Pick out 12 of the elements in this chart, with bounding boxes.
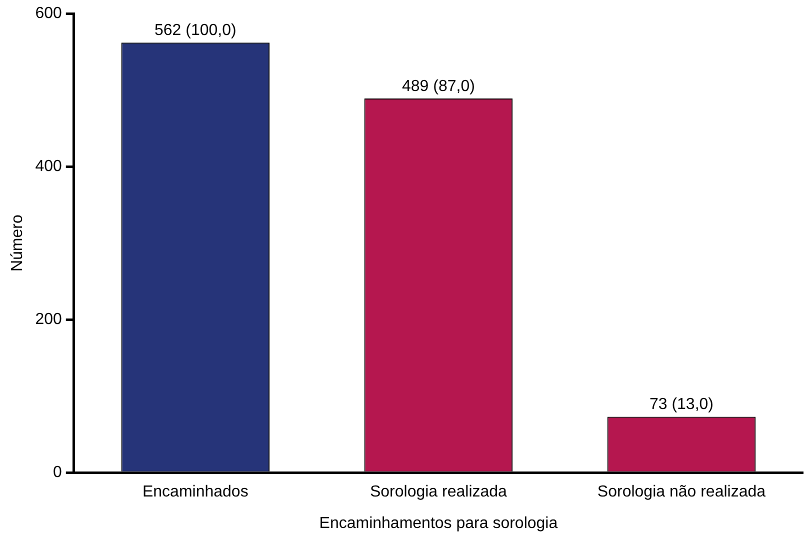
y-tick-label: 200 [35,311,62,328]
x-tick-label: Encaminhados [142,484,248,501]
data-label: 562 (100,0) [154,22,236,40]
y-tick-label: 600 [35,5,62,22]
x-axis-title: Encaminhamentos para sorologia [319,514,558,532]
x-tick-label: Sorologia não realizada [597,484,766,501]
x-tick-label: Sorologia realizada [370,484,508,501]
y-tick-label: 400 [35,158,62,176]
data-label: 489 (87,0) [402,78,475,95]
y-tick-label: 0 [52,464,62,482]
data-label: 73 (13,0) [649,396,714,414]
y-axis-title: Número [9,214,26,272]
